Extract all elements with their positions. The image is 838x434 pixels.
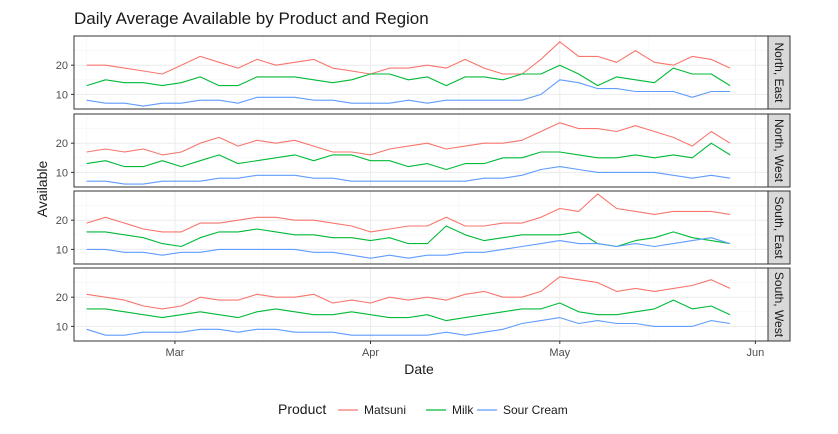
facet-panel: 10 20 South, West (56, 267, 791, 342)
series-line-milk (86, 299, 731, 322)
series-line-sour-cream (86, 166, 731, 185)
series-line-sour-cream (86, 317, 731, 336)
panel-border (73, 35, 769, 110)
y-tick-label: 20 (56, 138, 68, 150)
series-line-milk (86, 225, 731, 248)
series-line-matsuni (86, 41, 731, 75)
y-tick-label: 10 (56, 89, 68, 101)
x-tick-label: Jun (747, 347, 765, 359)
series-line-milk (86, 64, 731, 87)
y-axis-title: Available (34, 161, 50, 218)
y-tick-label: 10 (56, 244, 68, 256)
facet-panel: 10 20 South, East (56, 190, 791, 265)
series-line-matsuni (86, 193, 731, 233)
facet-panel: 10 20 North, West (56, 113, 791, 188)
y-tick-label: 10 (56, 321, 68, 333)
legend: Product Matsuni Milk Sour Cream (278, 401, 568, 417)
series-line-sour-cream (86, 79, 731, 107)
y-tick-label: 20 (56, 215, 68, 227)
facet-strip (767, 190, 791, 265)
legend-label: Sour Cream (503, 403, 568, 417)
y-tick-label: 20 (56, 60, 68, 72)
y-tick-label: 20 (56, 292, 68, 304)
facet-panels: 10 20 North, East 10 20 North, West 10 20 South,… (56, 35, 791, 342)
facet-strip (767, 35, 791, 110)
x-tick-label: Apr (362, 347, 379, 359)
facet-strip-label: North, West (772, 119, 786, 183)
chart-title: Daily Average Available by Product and R… (74, 9, 429, 28)
x-axis-title: Date (404, 361, 434, 377)
legend-title: Product (278, 401, 326, 417)
panel-border (73, 113, 769, 188)
series-line-matsuni (86, 122, 731, 156)
x-tick-label: Mar (165, 347, 184, 359)
x-tick-label: May (549, 347, 570, 359)
facet-strip (767, 113, 791, 188)
facet-strip-label: North, East (772, 42, 786, 103)
series-line-matsuni (86, 276, 731, 310)
x-axis: Mar Apr May Jun (165, 341, 764, 359)
series-line-milk (86, 142, 731, 171)
y-tick-label: 10 (56, 167, 68, 179)
facet-panel: 10 20 North, East (56, 35, 791, 110)
legend-label: Matsuni (364, 403, 406, 417)
facet-strip-label: South, East (772, 196, 786, 259)
facet-strip (767, 267, 791, 342)
facet-strip-label: South, West (772, 272, 786, 338)
legend-label: Milk (452, 403, 474, 417)
series-line-sour-cream (86, 237, 731, 259)
